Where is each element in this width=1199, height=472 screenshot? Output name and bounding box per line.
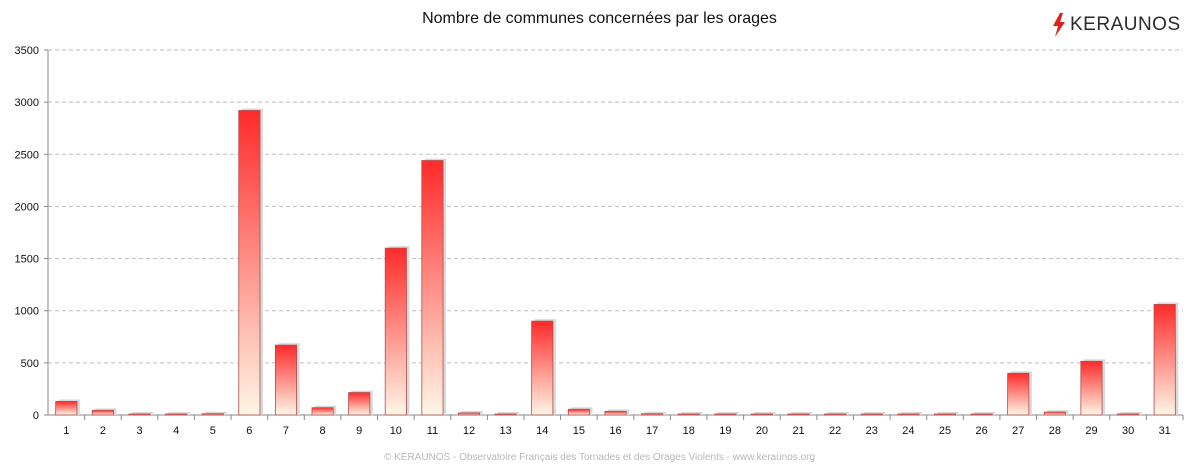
bar-day-13: [494, 413, 517, 416]
x-tick-label: 25: [939, 425, 951, 437]
bar-day-6: [238, 110, 261, 416]
lightning-bolt-icon: [1053, 13, 1065, 37]
axes: [47, 50, 1184, 420]
x-tick-label: 31: [1159, 425, 1171, 437]
bar-day-17: [641, 413, 664, 416]
x-tick-label: 28: [1049, 425, 1061, 437]
x-tick-label: 15: [573, 425, 585, 437]
bar-day-4: [165, 413, 188, 416]
bar-shadow: [717, 412, 739, 415]
x-tick-label: 18: [683, 425, 695, 437]
bar-day-7: [274, 344, 298, 416]
y-tick-label: 2500: [15, 149, 39, 161]
bar-shadow: [827, 412, 849, 415]
bar-shadow: [900, 412, 923, 415]
x-tick-label: 24: [902, 425, 914, 437]
bars: [55, 108, 1179, 416]
x-tick-label: 16: [609, 425, 621, 437]
brand-logo: KERAUNOS: [1052, 12, 1192, 38]
x-tick-label: 4: [173, 425, 179, 437]
y-tick-label: 0: [33, 410, 39, 422]
bar-day-29: [1080, 360, 1103, 416]
bar-day-20: [750, 413, 773, 416]
bar-day-30: [1117, 413, 1140, 416]
brand-name: KERAUNOS: [1070, 14, 1181, 35]
bar-day-22: [824, 413, 847, 416]
bar-shadow: [754, 412, 776, 415]
x-tick-label: 26: [976, 425, 988, 437]
bar-day-11: [421, 160, 444, 416]
bar-day-10: [384, 247, 407, 416]
x-tick-label: 12: [463, 425, 475, 437]
bar-day-31: [1153, 304, 1176, 416]
bar-day-27: [1007, 372, 1030, 416]
bar-day-19: [714, 413, 737, 416]
bar-shadow: [131, 412, 154, 415]
x-tick-label: 30: [1122, 425, 1134, 437]
bar-day-14: [531, 320, 554, 416]
bar-day-15: [567, 408, 590, 416]
x-tick-label: 8: [320, 425, 326, 437]
bar-day-24: [897, 413, 920, 416]
bar-shadow: [790, 412, 813, 415]
x-tick-label: 14: [536, 425, 548, 437]
bar-shadow: [168, 412, 190, 415]
bar-shadow: [864, 412, 886, 415]
bar-day-23: [860, 413, 883, 416]
bar-day-25: [933, 413, 957, 416]
bar-day-5: [201, 413, 224, 416]
bar-shadow: [937, 412, 959, 415]
bar-day-12: [458, 412, 481, 416]
x-tick-label: 3: [136, 425, 142, 437]
y-tick-label: 3500: [15, 45, 39, 57]
x-tick-label: 17: [646, 425, 658, 437]
y-tick-labels: 0 500 1000 1500 2000 2500 3000 3500: [15, 45, 39, 422]
x-tick-label: 19: [719, 425, 731, 437]
y-tick-label: 3000: [15, 97, 39, 109]
bar-day-21: [787, 413, 810, 416]
x-tick-label: 9: [356, 425, 362, 437]
bar-day-8: [311, 407, 334, 416]
x-tick-label: 27: [1012, 425, 1024, 437]
bar-shadow: [498, 412, 520, 415]
x-tick-label: 10: [390, 425, 402, 437]
footer-credit: © KERAUNOS - Observatoire Français des T…: [383, 452, 816, 463]
bar-day-16: [604, 410, 627, 416]
x-tick-label: 1: [63, 425, 69, 437]
bar-day-9: [348, 392, 371, 416]
bar-day-18: [677, 413, 700, 416]
x-tick-label: 11: [427, 425, 438, 437]
x-tick-label: 29: [1085, 425, 1097, 437]
x-tick-label: 21: [792, 425, 804, 437]
bar-day-26: [970, 413, 993, 416]
x-tick-label: 5: [210, 425, 216, 437]
y-tick-label: 500: [21, 358, 39, 370]
x-tick-labels: 1 2 3 4 5 6 7 8 9 10 11 12 13 14 15 16 17 18 19 20 21 22 23 24 2…: [63, 425, 1171, 437]
chart-title: Nombre de communes concernées par les or…: [422, 10, 777, 27]
grid-lines: [44, 49, 1183, 416]
bar-day-1: [55, 401, 78, 416]
x-tick-label: 20: [756, 425, 768, 437]
x-tick-label: 6: [246, 425, 252, 437]
x-tick-label: 22: [829, 425, 841, 437]
x-tick-label: 13: [500, 425, 512, 437]
x-tick-label: 23: [866, 425, 878, 437]
x-tick-label: 2: [100, 425, 106, 437]
bar-day-2: [91, 409, 114, 416]
y-tick-label: 2000: [15, 201, 39, 213]
y-tick-label: 1500: [15, 254, 39, 266]
bar-shadow: [974, 412, 996, 415]
y-tick-label: 1000: [15, 306, 39, 318]
bar-day-28: [1043, 411, 1066, 416]
x-tick-label: 7: [283, 425, 289, 437]
bar-day-3: [128, 413, 151, 416]
bar-shadow: [681, 412, 703, 415]
bar-shadow: [1120, 411, 1142, 415]
